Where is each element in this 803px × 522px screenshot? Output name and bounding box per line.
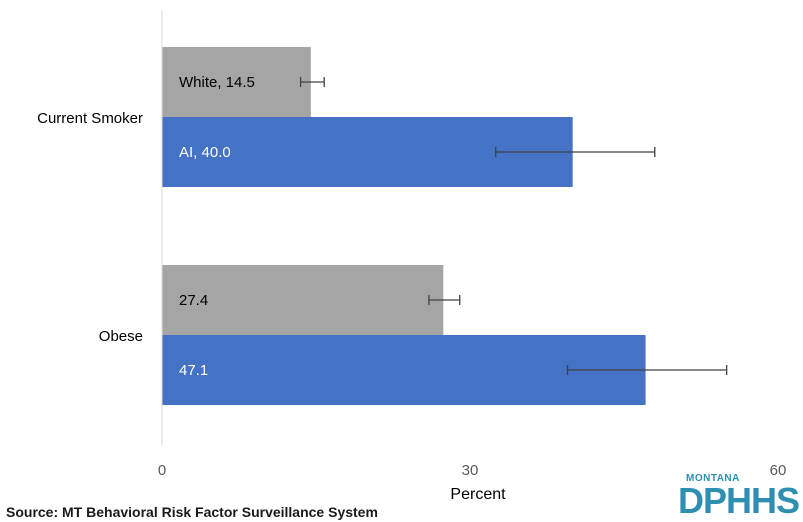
- category-label: Current Smoker: [37, 110, 143, 127]
- logo-top-text: MONTANA: [686, 473, 740, 484]
- bar-ai: [162, 335, 646, 405]
- x-axis-title: Percent: [450, 486, 506, 503]
- data-label: 27.4: [179, 292, 208, 309]
- dphhs-logo: MONTANA DPHHS: [676, 473, 800, 521]
- logo-main-text: DPHHS: [678, 480, 800, 521]
- category-label: Obese: [99, 328, 143, 345]
- bar-white: [162, 265, 444, 335]
- x-tick-label: 30: [462, 462, 479, 479]
- x-tick-label: 0: [158, 462, 166, 479]
- x-tick-label: 60: [770, 462, 787, 479]
- data-label: AI, 40.0: [179, 144, 231, 161]
- bar-white: [162, 47, 311, 117]
- data-label: 47.1: [179, 362, 208, 379]
- source-note: Source: MT Behavioral Risk Factor Survei…: [6, 504, 378, 520]
- data-label: White, 14.5: [179, 74, 255, 91]
